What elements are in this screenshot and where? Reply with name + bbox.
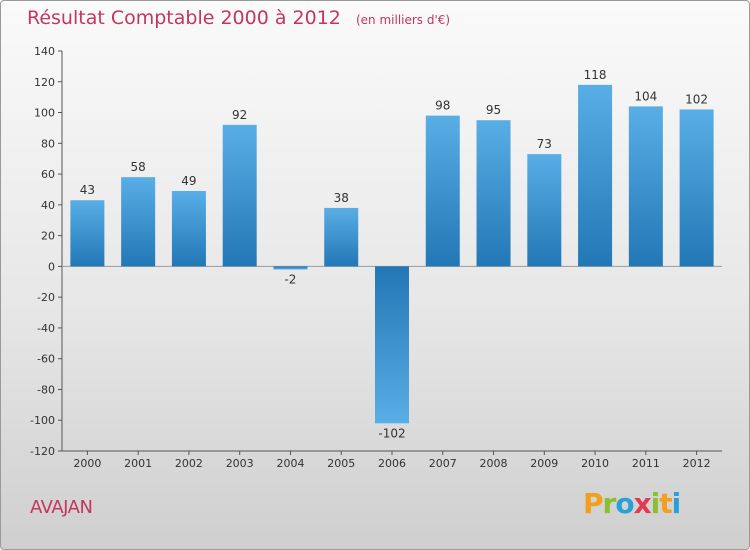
- data-label: 73: [537, 137, 552, 151]
- y-tick-label: 20: [41, 230, 55, 243]
- data-label: 118: [584, 68, 607, 82]
- data-label: 102: [685, 92, 708, 106]
- bar: [628, 106, 663, 267]
- y-tick-label: -80: [37, 383, 55, 396]
- data-label: 38: [334, 191, 349, 205]
- chart-unit: (en milliers d'€): [355, 13, 451, 27]
- x-tick-label: 2004: [276, 457, 304, 470]
- bar: [121, 177, 156, 267]
- x-tick-label: 2010: [581, 457, 609, 470]
- x-tick-label: 2007: [429, 457, 457, 470]
- x-tick-label: 2008: [480, 457, 508, 470]
- data-label: -2: [284, 272, 296, 286]
- bar: [273, 266, 308, 270]
- logo-letter: x: [633, 487, 652, 520]
- bar: [578, 84, 613, 267]
- data-label: -102: [378, 426, 405, 440]
- data-label: 98: [435, 99, 450, 113]
- y-tick-label: -120: [30, 445, 55, 458]
- y-tick-label: -20: [37, 291, 55, 304]
- logo-letter: i: [650, 487, 661, 520]
- x-tick-label: 2006: [378, 457, 406, 470]
- y-tick-label: 100: [34, 107, 55, 120]
- x-tick-label: 2009: [530, 457, 558, 470]
- x-tick-label: 2011: [632, 457, 660, 470]
- y-tick-label: 140: [34, 45, 55, 58]
- proxiti-logo: Proxiti: [583, 487, 682, 520]
- y-tick-label: -40: [37, 322, 55, 335]
- chart-header: Résultat Comptable 2000 à 2012 (en milli…: [27, 7, 450, 29]
- x-tick-label: 2012: [683, 457, 711, 470]
- logo-letter: o: [615, 487, 634, 520]
- logo-letter: P: [583, 487, 604, 520]
- y-tick-label: 60: [41, 168, 55, 181]
- chart-title: Résultat Comptable 2000 à 2012: [27, 7, 341, 29]
- bar: [527, 154, 562, 267]
- y-tick-label: 40: [41, 199, 55, 212]
- x-tick-label: 2003: [226, 457, 254, 470]
- bar: [171, 191, 206, 267]
- bar: [679, 109, 714, 267]
- data-label: 49: [181, 174, 196, 188]
- logo-letter: r: [602, 487, 617, 520]
- bar: [425, 115, 460, 267]
- data-label: 43: [80, 183, 95, 197]
- y-tick-label: 80: [41, 137, 55, 150]
- y-tick-label: 120: [34, 76, 55, 89]
- data-label: 95: [486, 103, 501, 117]
- x-tick-label: 2001: [124, 457, 152, 470]
- logo-letter: t: [659, 487, 672, 520]
- commune-name: AVAJAN: [30, 497, 93, 518]
- x-tick-label: 2000: [73, 457, 101, 470]
- x-tick-label: 2002: [175, 457, 203, 470]
- bar: [476, 120, 511, 267]
- data-label: 58: [131, 160, 146, 174]
- x-tick-label: 2005: [327, 457, 355, 470]
- data-label: 92: [232, 108, 247, 122]
- data-label: 104: [634, 89, 657, 103]
- y-tick-label: 0: [48, 260, 55, 273]
- bar: [324, 207, 359, 267]
- bar: [375, 266, 409, 424]
- logo-letter: i: [671, 487, 682, 520]
- bar: [222, 124, 257, 267]
- bar: [70, 200, 105, 267]
- y-tick-label: -60: [37, 353, 55, 366]
- y-tick-label: -100: [30, 414, 55, 427]
